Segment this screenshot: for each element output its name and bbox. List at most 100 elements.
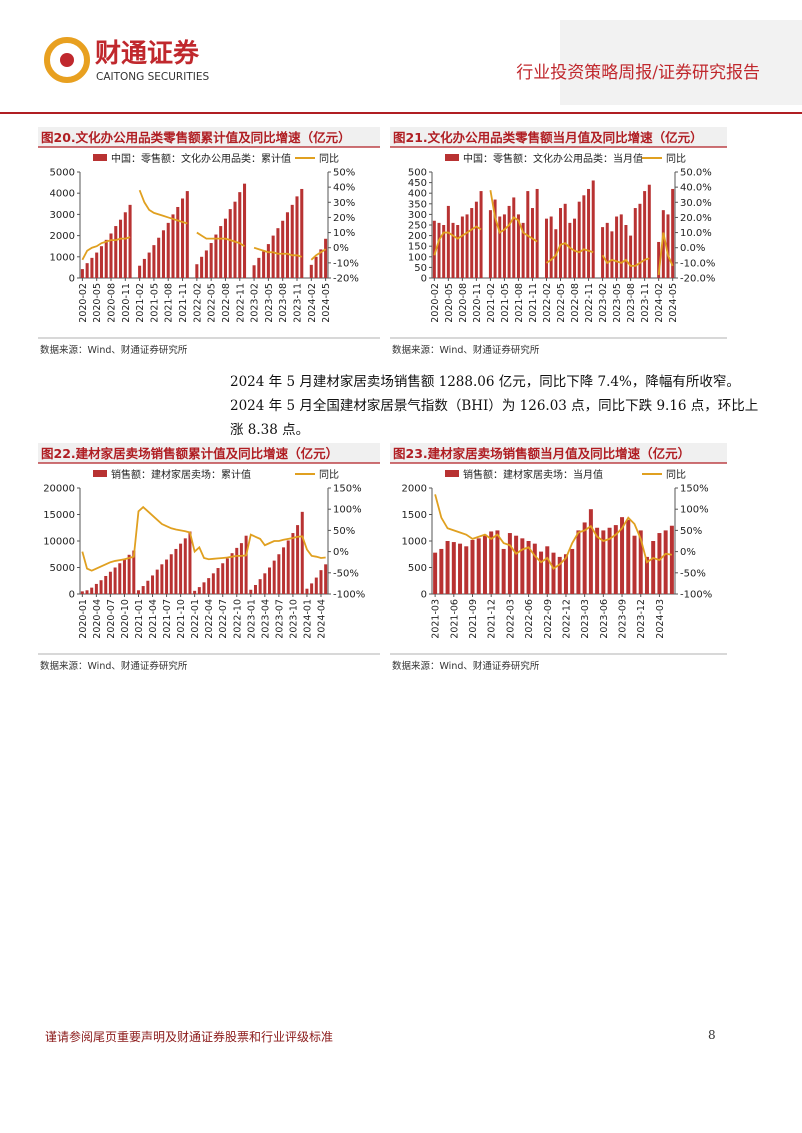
logo-en: CAITONG SECURITIES — [96, 71, 209, 83]
legend-label: 中国：零售额：文化办公用品类：累计值 — [111, 152, 291, 165]
bar — [200, 256, 204, 278]
y2-tick-label: 50.0% — [680, 168, 712, 179]
x-tick-label: 2023-02 — [598, 283, 609, 323]
bar — [530, 208, 534, 278]
bar — [104, 239, 108, 278]
bar — [532, 543, 537, 594]
bar — [482, 534, 487, 594]
x-tick-label: 2023-06 — [599, 599, 610, 639]
bar — [458, 543, 463, 594]
bar — [138, 265, 142, 278]
bar — [295, 196, 299, 278]
y2-tick-label: 150% — [333, 484, 362, 495]
x-tick-label: 2020-07 — [106, 599, 117, 639]
bar — [476, 538, 481, 594]
x-tick-label: 2023-02 — [250, 283, 261, 323]
x-tick-label: 2023-11 — [640, 283, 651, 323]
y-tick-label: 100 — [408, 252, 427, 263]
legend-swatch — [93, 470, 107, 477]
legend-swatch — [445, 470, 459, 477]
bar — [300, 511, 304, 594]
bar — [272, 560, 276, 594]
y-tick-label: 0 — [421, 274, 427, 285]
x-tick-label: 2024-05 — [668, 283, 679, 323]
bar — [495, 530, 500, 594]
bar — [446, 205, 450, 278]
y2-tick-label: 0% — [333, 243, 349, 254]
bar — [99, 580, 103, 594]
bar — [132, 550, 136, 594]
y2-tick-label: 30% — [333, 198, 355, 209]
y-tick-label: 3000 — [50, 210, 75, 221]
chart-source: 数据来源：Wind、财通证券研究所 — [392, 660, 540, 672]
y2-tick-label: 10.0% — [680, 228, 712, 239]
legend-label: 同比 — [319, 469, 339, 481]
footer-disclaimer: 谨请参阅尾页重要声明及财通证券股票和行业评级标准 — [45, 1030, 334, 1044]
header: 财通证券 CAITONG SECURITIES 行业投资策略周报/证券研究报告 — [0, 20, 802, 114]
bar — [286, 540, 290, 594]
bar — [539, 551, 544, 594]
chart-title: 图23.建材家居卖场销售额当月值及同比增速（亿元） — [393, 446, 690, 461]
bar — [305, 588, 309, 594]
x-tick-label: 2022-08 — [221, 283, 232, 323]
x-tick-label: 2023-07 — [274, 599, 285, 639]
chart-source: 数据来源：Wind、财通证券研究所 — [392, 344, 540, 356]
bar — [80, 591, 84, 594]
y-tick-label: 15000 — [43, 510, 75, 521]
chart-title: 图20.文化办公用品类零售额累计值及同比增速（亿元） — [41, 130, 351, 145]
y-tick-label: 150 — [408, 242, 427, 253]
x-tick-label: 2022-07 — [218, 599, 229, 639]
bar — [507, 205, 511, 278]
y-tick-label: 1000 — [50, 252, 75, 263]
x-tick-label: 2021-09 — [468, 599, 479, 639]
chart-title: 图21.文化办公用品类零售额当月值及同比增速（亿元） — [393, 130, 703, 145]
bar — [619, 214, 623, 278]
bar — [253, 584, 257, 594]
y-tick-label: 200 — [408, 231, 427, 242]
x-tick-label: 2020-08 — [458, 283, 469, 323]
bar — [559, 208, 563, 278]
bar — [663, 530, 668, 594]
bar — [613, 525, 618, 594]
x-tick-label: 2023-03 — [580, 599, 591, 639]
bar — [207, 578, 211, 594]
x-tick-label: 2021-08 — [164, 283, 175, 323]
bar — [169, 554, 173, 594]
legend-label: 销售额：建材家居卖场：累计值 — [111, 468, 251, 481]
bar — [109, 233, 113, 278]
x-tick-label: 2023-01 — [246, 599, 257, 639]
bar — [319, 570, 323, 594]
y-tick-label: 350 — [408, 199, 427, 210]
chart-source: 数据来源：Wind、财通证券研究所 — [40, 660, 188, 672]
bar — [651, 541, 656, 594]
bar — [235, 547, 239, 594]
y-tick-label: 0 — [69, 274, 75, 285]
y2-tick-label: -50% — [680, 568, 706, 579]
bar — [607, 527, 612, 594]
bar — [595, 527, 600, 594]
bar — [171, 214, 175, 278]
title-bar — [38, 443, 380, 463]
bar — [324, 238, 328, 278]
x-tick-label: 2020-01 — [78, 599, 89, 639]
legend-label: 同比 — [319, 153, 339, 165]
bar — [643, 191, 647, 278]
x-tick-label: 2020-11 — [121, 283, 132, 323]
bar — [268, 567, 272, 594]
bar — [257, 257, 261, 278]
bar — [470, 539, 475, 594]
x-tick-label: 2021-07 — [162, 599, 173, 639]
bar — [671, 188, 675, 278]
bar — [605, 222, 609, 278]
bar — [146, 580, 150, 594]
y2-tick-label: -10.0% — [680, 258, 715, 269]
bar — [493, 199, 497, 278]
bar — [563, 554, 568, 594]
bar — [633, 208, 637, 278]
y-tick-label: 300 — [408, 210, 427, 221]
x-tick-label: 2021-02 — [135, 283, 146, 323]
x-tick-label: 2020-11 — [472, 283, 483, 323]
bar — [165, 559, 169, 594]
bar — [90, 257, 94, 278]
bar — [183, 538, 187, 594]
